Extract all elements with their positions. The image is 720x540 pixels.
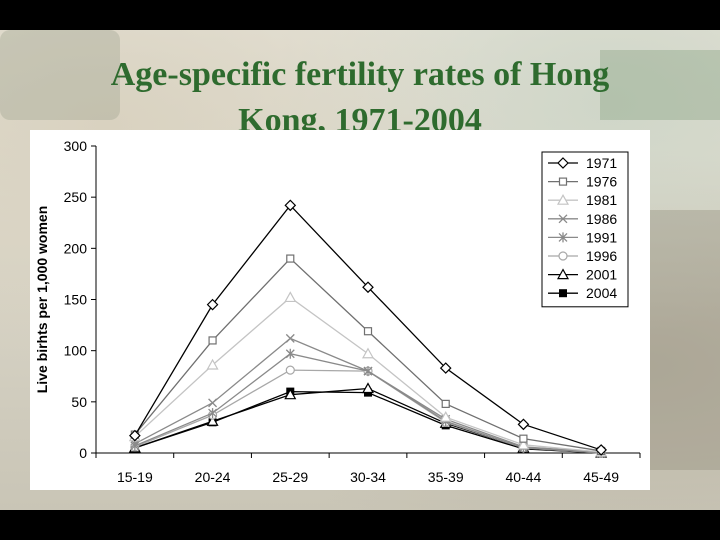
x-tick-label: 30-34	[350, 469, 386, 485]
legend-marker-2004	[559, 289, 567, 298]
slide-title: Age-specific fertility rates of Hong Kon…	[0, 52, 720, 144]
data-point-1976	[363, 327, 373, 336]
legend-label-1986: 1986	[586, 211, 617, 227]
x-tick-label: 25-29	[272, 469, 308, 485]
data-point-1986	[285, 333, 295, 343]
chart-area: 0 50 100 150 200 250 300 15-19 20-24 25-29 30-34 35…	[30, 130, 650, 490]
y-tick-label: 50	[71, 394, 87, 410]
background-photo-shape	[650, 210, 720, 470]
legend-label-1976: 1976	[586, 174, 617, 190]
data-point-1971	[284, 199, 297, 212]
y-axis-label: Live birhts per 1,000 women	[34, 206, 50, 394]
data-point-1996	[285, 365, 295, 375]
data-point-1971	[595, 444, 607, 456]
data-point-2001	[206, 415, 219, 426]
legend-marker-1981	[556, 193, 570, 205]
series-line-2004	[134, 390, 602, 454]
data-point-1981	[517, 438, 530, 450]
line-chart: 0 50 100 150 200 250 300 15-19 20-24 25-29 30-34 35…	[34, 138, 641, 485]
data-point-1991	[130, 440, 140, 451]
data-point-1971	[362, 281, 374, 294]
data-point-1976	[441, 399, 450, 408]
x-tick-label: 45-49	[583, 469, 619, 485]
legend-label-1981: 1981	[586, 192, 617, 208]
legend	[541, 151, 629, 308]
data-point-1991	[208, 408, 218, 419]
data-point-1981	[439, 410, 452, 422]
data-point-1976	[286, 254, 295, 263]
x-tick-label: 35-39	[428, 469, 464, 485]
data-point-1981	[361, 347, 375, 359]
data-point-1981	[206, 358, 219, 370]
data-point-1981	[284, 291, 297, 303]
y-tick-label: 300	[64, 138, 88, 154]
data-point-1976	[208, 336, 217, 345]
data-point-2001	[361, 382, 375, 394]
data-point-1971	[129, 429, 141, 442]
data-point-1991	[285, 348, 295, 359]
data-point-2001	[284, 388, 297, 400]
background-photo-shape	[0, 30, 120, 120]
data-point-1986	[363, 366, 373, 376]
data-point-1986	[208, 398, 218, 408]
y-tick-label: 100	[64, 343, 88, 359]
background-photo-shape	[600, 50, 720, 120]
data-point-1971	[439, 362, 452, 374]
legend-label-1991: 1991	[586, 229, 617, 245]
legend-marker-1976	[558, 177, 568, 186]
y-tick-label: 250	[64, 189, 88, 205]
data-point-1976	[519, 434, 528, 443]
y-tick-label: 200	[64, 240, 88, 256]
y-tick-label: 0	[79, 445, 87, 461]
legend-label-2001: 2001	[586, 267, 617, 283]
x-tick-label: 15-19	[117, 469, 153, 485]
slide-title-line-1: Age-specific fertility rates of Hong	[110, 56, 610, 93]
legend-label-1996: 1996	[586, 248, 617, 264]
legend-label-2004: 2004	[586, 285, 617, 301]
legend-marker-1996	[558, 251, 568, 261]
x-tick-label: 20-24	[195, 469, 231, 485]
legend-label-1971: 1971	[586, 155, 617, 171]
legend-marker-1986	[558, 214, 568, 224]
series-line-2001	[134, 387, 602, 454]
data-point-1971	[206, 298, 219, 311]
y-tick-label: 150	[64, 292, 88, 308]
data-point-1971	[517, 418, 530, 431]
legend-marker-1991	[558, 232, 568, 243]
legend-marker-2001	[556, 268, 570, 280]
legend-marker-1971	[557, 157, 569, 169]
x-tick-label: 40-44	[506, 469, 542, 485]
